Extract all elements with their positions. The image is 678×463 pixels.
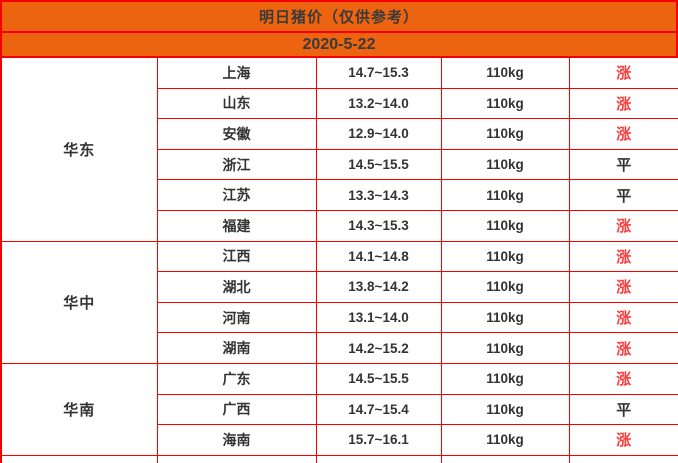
province-cell: 湖北 bbox=[156, 271, 317, 303]
weight-cell: 110kg bbox=[440, 148, 570, 181]
price-cell: 14.1~14.8 bbox=[315, 240, 442, 273]
price-cell bbox=[315, 454, 442, 463]
trend-cell: 涨 bbox=[568, 57, 678, 89]
region-cell: 华东 bbox=[0, 57, 158, 242]
table-row: 华南 广东 14.5~15.5 110kg 涨 bbox=[0, 362, 678, 456]
trend-cell: 平 bbox=[568, 179, 678, 211]
table-row: 安徽 12.9~14.0 110kg 涨 bbox=[1, 118, 678, 150]
price-cell: 14.7~15.3 bbox=[315, 57, 442, 89]
province-cell: 湖南 bbox=[156, 332, 317, 364]
province-cell: 江苏 bbox=[156, 179, 317, 211]
table-row: 福建 14.3~15.3 110kg 涨 bbox=[1, 209, 678, 242]
province-cell: 浙江 bbox=[156, 148, 317, 181]
trend-cell: 涨 bbox=[568, 271, 678, 303]
board-title: 明日猪价（仅供参考） bbox=[0, 0, 678, 31]
price-table: 华东 上海 14.7~15.3 110kg 涨山东 13.2~14.0 110kg 涨安徽 12… bbox=[0, 57, 678, 463]
trend-cell: 涨 bbox=[568, 424, 678, 456]
weight-cell: 110kg bbox=[440, 179, 570, 211]
partial-table-row bbox=[0, 454, 678, 463]
table-row: 华东 上海 14.7~15.3 110kg 涨 bbox=[0, 57, 678, 242]
region-cell: 华南 bbox=[0, 362, 158, 456]
table-row: 浙江 14.5~15.5 110kg 平 bbox=[1, 148, 678, 181]
weight-cell: 110kg bbox=[440, 271, 570, 303]
table-row: 河南 13.1~14.0 110kg 涨 bbox=[1, 301, 678, 334]
weight-cell: 110kg bbox=[440, 301, 570, 334]
province-cell: 山东 bbox=[156, 87, 317, 120]
weight-cell: 110kg bbox=[440, 362, 570, 395]
price-cell: 13.1~14.0 bbox=[315, 301, 442, 334]
weight-cell: 110kg bbox=[440, 240, 570, 273]
trend-cell: 涨 bbox=[568, 332, 678, 364]
price-cell: 13.3~14.3 bbox=[315, 179, 442, 211]
trend-cell: 平 bbox=[568, 393, 678, 426]
province-cell: 广西 bbox=[156, 393, 317, 426]
trend-cell bbox=[568, 454, 678, 463]
trend-cell: 涨 bbox=[568, 301, 678, 334]
table-row: 湖南 14.2~15.2 110kg 涨 bbox=[1, 332, 678, 364]
table-row: 山东 13.2~14.0 110kg 涨 bbox=[1, 87, 678, 120]
weight-cell: 110kg bbox=[440, 424, 570, 456]
table-row: 华中 江西 14.1~14.8 110kg 涨 bbox=[0, 240, 678, 364]
price-cell: 15.7~16.1 bbox=[315, 424, 442, 456]
weight-cell: 110kg bbox=[440, 332, 570, 364]
trend-cell: 涨 bbox=[568, 362, 678, 395]
trend-cell: 涨 bbox=[568, 209, 678, 242]
province-cell: 广东 bbox=[156, 362, 317, 395]
trend-cell: 涨 bbox=[568, 87, 678, 120]
province-cell: 江西 bbox=[156, 240, 317, 273]
province-cell bbox=[156, 454, 317, 463]
price-cell: 12.9~14.0 bbox=[315, 118, 442, 150]
province-cell: 安徽 bbox=[156, 118, 317, 150]
weight-cell: 110kg bbox=[440, 87, 570, 120]
weight-cell: 110kg bbox=[440, 118, 570, 150]
price-cell: 14.5~15.5 bbox=[315, 362, 442, 395]
price-cell: 14.7~15.4 bbox=[315, 393, 442, 426]
province-cell: 海南 bbox=[156, 424, 317, 456]
province-cell: 河南 bbox=[156, 301, 317, 334]
region-cell: 华中 bbox=[0, 240, 158, 364]
table-row: 湖北 13.8~14.2 110kg 涨 bbox=[1, 271, 678, 303]
province-cell: 福建 bbox=[156, 209, 317, 242]
table-row: 江苏 13.3~14.3 110kg 平 bbox=[1, 179, 678, 211]
price-cell: 14.5~15.5 bbox=[315, 148, 442, 181]
trend-cell: 涨 bbox=[568, 118, 678, 150]
price-cell: 13.2~14.0 bbox=[315, 87, 442, 120]
trend-cell: 涨 bbox=[568, 240, 678, 273]
board-date: 2020-5-22 bbox=[0, 31, 678, 57]
weight-cell: 110kg bbox=[440, 393, 570, 426]
trend-cell: 平 bbox=[568, 148, 678, 181]
weight-cell: 110kg bbox=[440, 57, 570, 89]
region-cell bbox=[0, 454, 158, 463]
price-cell: 13.8~14.2 bbox=[315, 271, 442, 303]
province-cell: 上海 bbox=[156, 57, 317, 89]
price-table-body: 华东 上海 14.7~15.3 110kg 涨山东 13.2~14.0 110kg 涨安徽 12… bbox=[0, 57, 678, 463]
weight-cell bbox=[440, 454, 570, 463]
weight-cell: 110kg bbox=[440, 209, 570, 242]
price-cell: 14.3~15.3 bbox=[315, 209, 442, 242]
price-cell: 14.2~15.2 bbox=[315, 332, 442, 364]
